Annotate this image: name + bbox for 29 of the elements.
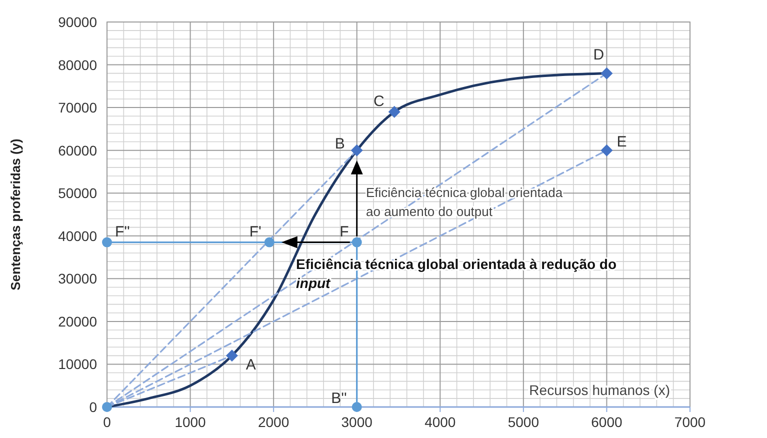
y-tick-label: 70000 xyxy=(58,100,98,116)
x-axis-title: Recursos humanos (x) xyxy=(529,382,670,398)
y-tick-label: 60000 xyxy=(58,142,98,158)
y-tick-label: 90000 xyxy=(58,14,98,30)
x-tick-label: 0 xyxy=(103,414,112,430)
annotation: A xyxy=(246,356,256,374)
x-tick-label: 2000 xyxy=(258,414,290,430)
y-axis-title: Sentenças proferidas (y) xyxy=(8,138,23,290)
annotation: E xyxy=(616,133,627,150)
y-tick-label: 30000 xyxy=(58,270,98,287)
annotation: F'' xyxy=(115,223,130,240)
y-tick-label: 80000 xyxy=(58,56,98,73)
y-tick-label: 20000 xyxy=(58,313,98,330)
x-tick-label: 3000 xyxy=(341,414,373,430)
y-tick-label: 10000 xyxy=(58,356,98,372)
annotation: D xyxy=(593,46,604,64)
x-tick-label: 7000 xyxy=(674,414,706,430)
x-tick-label: 5000 xyxy=(508,414,540,430)
y-tick-label: 50000 xyxy=(58,185,98,202)
x-tick-label: 6000 xyxy=(591,414,622,430)
annotation: F' xyxy=(249,223,262,240)
x-tick-label: 1000 xyxy=(174,414,206,430)
annotation: B xyxy=(334,135,345,152)
x-tick-label: 4000 xyxy=(424,414,456,430)
annotation: F xyxy=(340,223,349,240)
y-tick-label: 0 xyxy=(89,399,98,415)
annotation: C xyxy=(373,92,384,110)
annotation: B'' xyxy=(331,390,347,407)
y-tick-label: 40000 xyxy=(58,228,98,244)
